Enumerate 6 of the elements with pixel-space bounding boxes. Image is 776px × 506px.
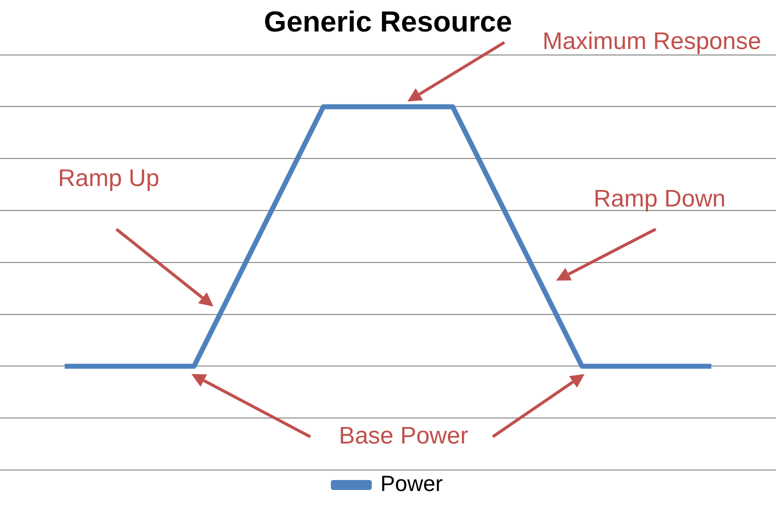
annotation: Ramp Up bbox=[58, 164, 160, 192]
text: Maximum Response bbox=[542, 28, 762, 55]
annotation: Ramp Down bbox=[594, 186, 726, 213]
text: Base Power bbox=[338, 422, 468, 450]
legend-label: Power bbox=[380, 471, 443, 496]
chart-title: Generic Resource bbox=[264, 6, 512, 38]
